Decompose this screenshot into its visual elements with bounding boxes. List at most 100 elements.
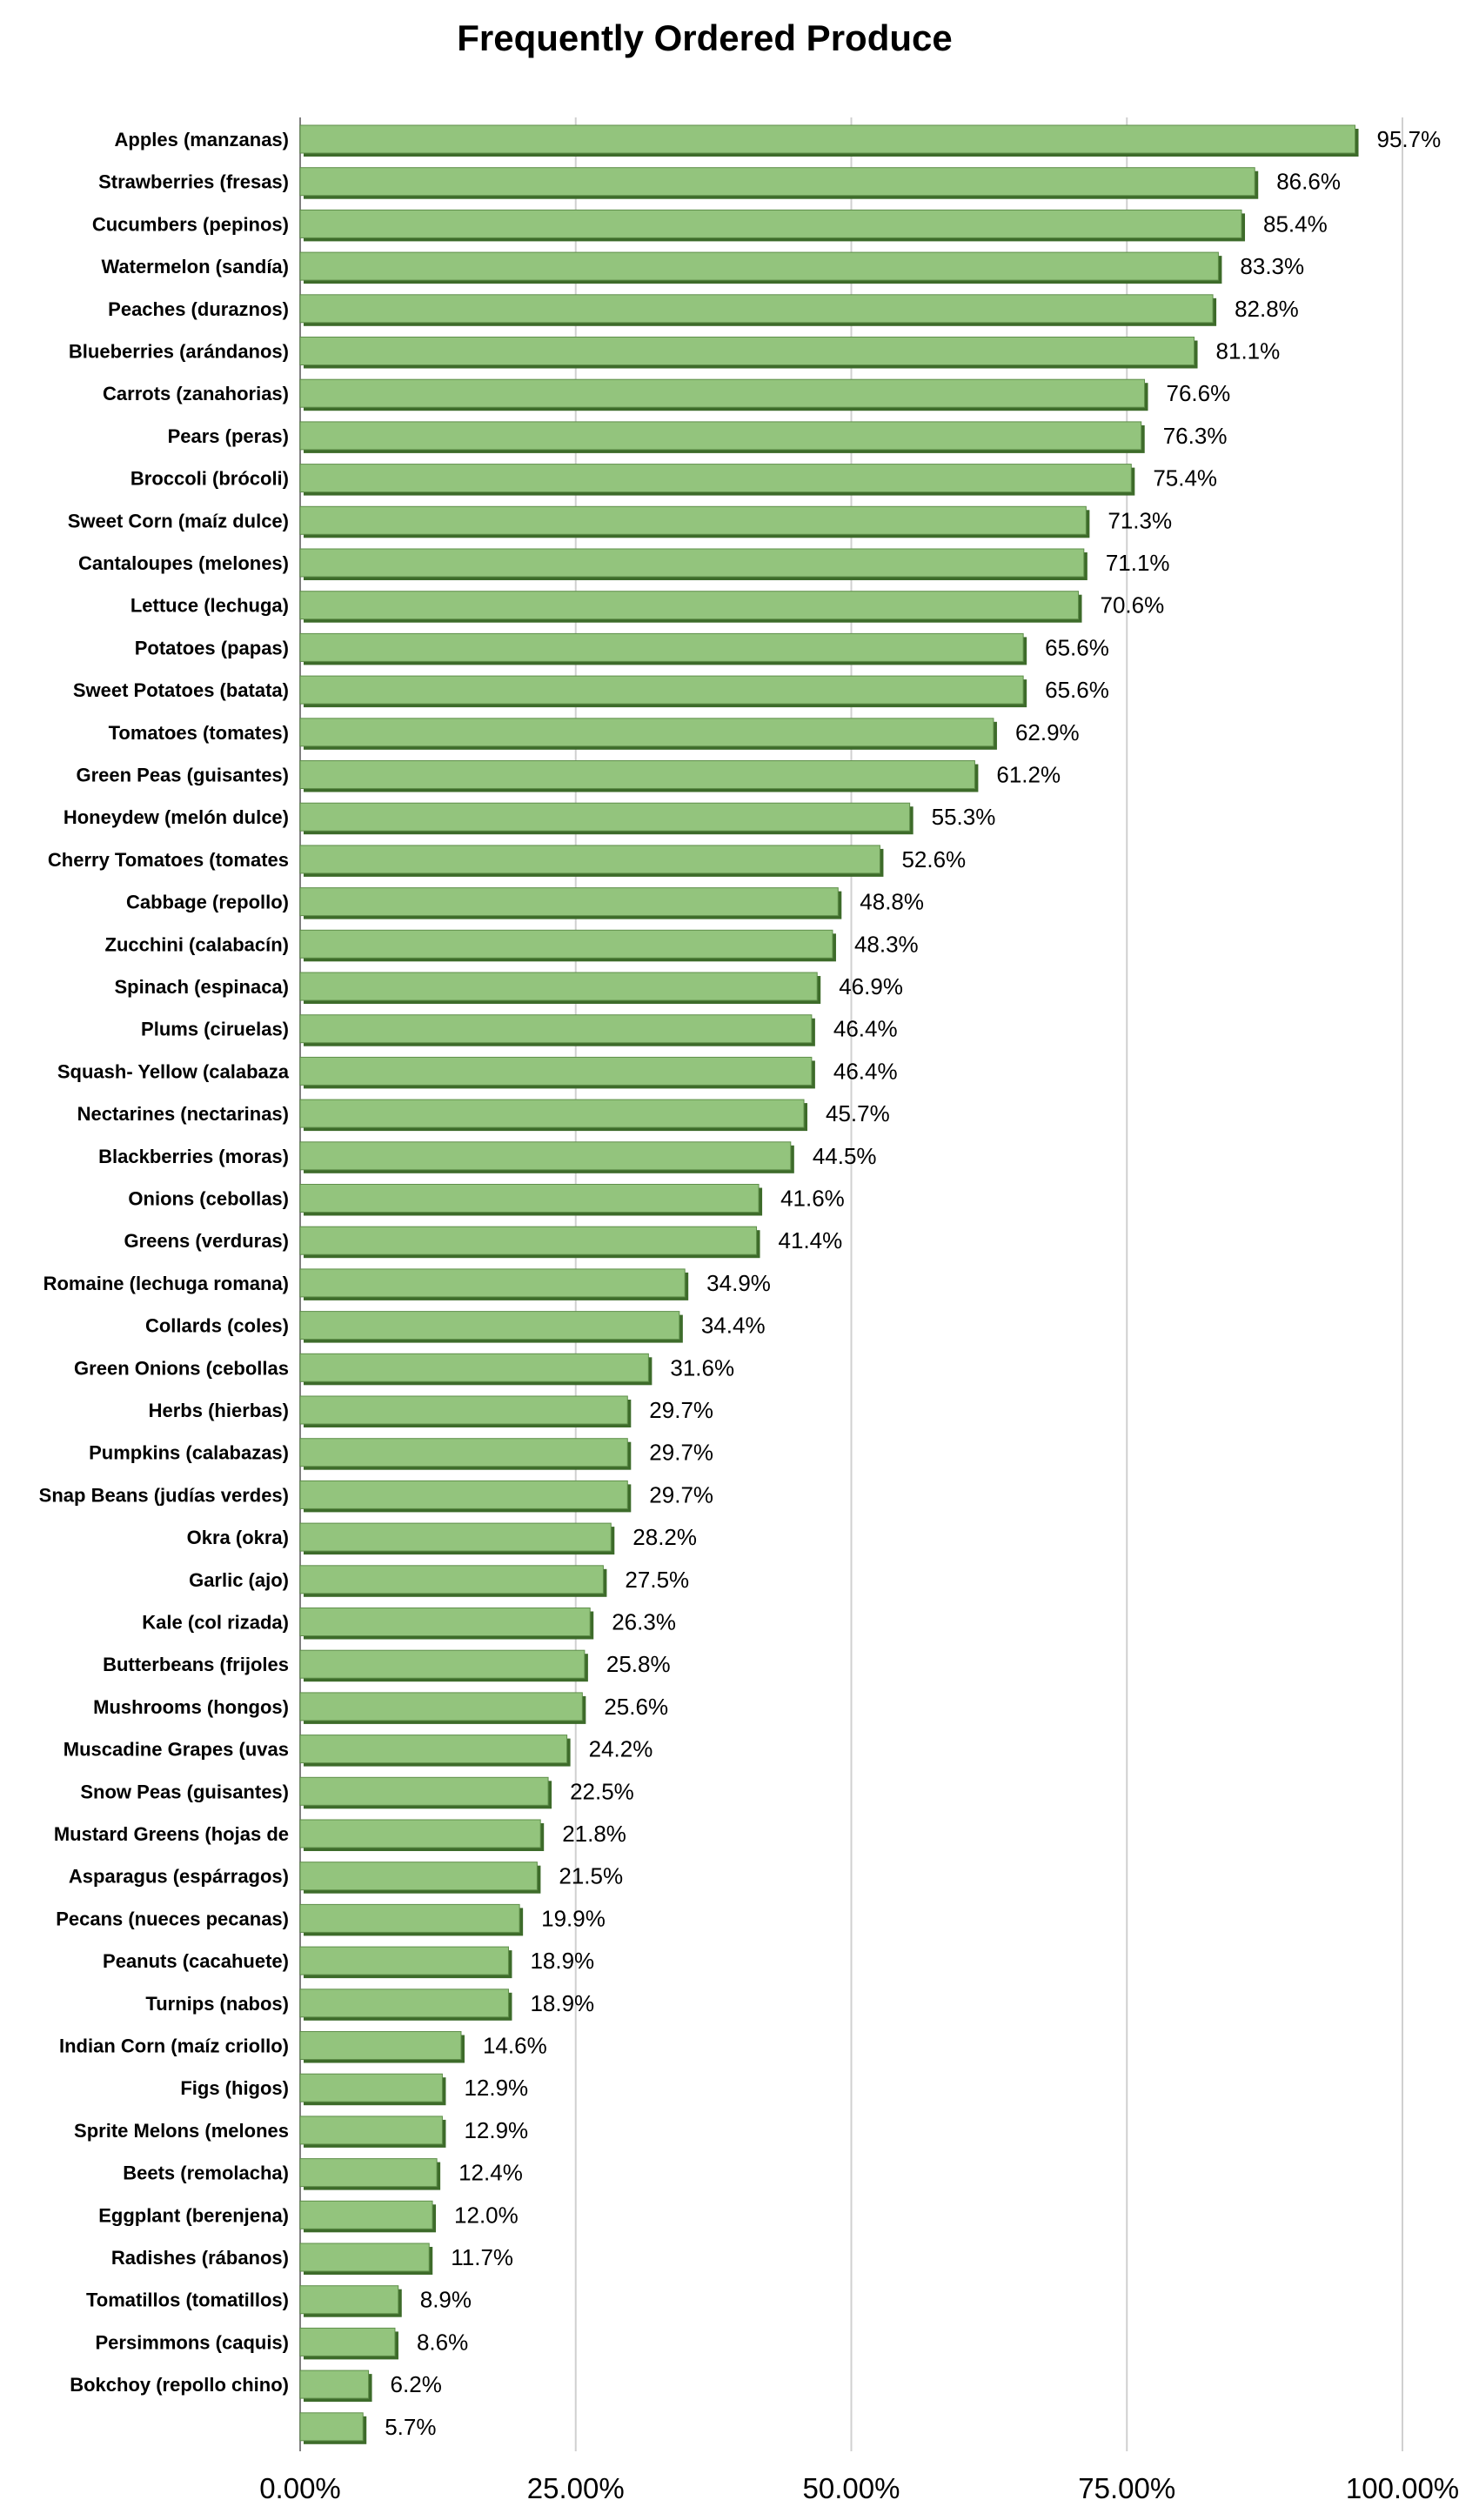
bar bbox=[299, 1608, 591, 1636]
bar bbox=[299, 1735, 568, 1764]
value-label: 48.8% bbox=[860, 889, 924, 915]
category-label: Spinach (espinaca) bbox=[114, 976, 289, 998]
category-label: Radishes (rábanos) bbox=[111, 2247, 289, 2269]
bar bbox=[299, 632, 1024, 662]
value-label: 55.3% bbox=[932, 804, 996, 830]
value-label: 41.4% bbox=[779, 1227, 843, 1253]
bar bbox=[299, 1184, 760, 1213]
category-label: Butterbeans (frijoles bbox=[103, 1654, 289, 1675]
category-label: Asparagus (espárragos) bbox=[69, 1866, 289, 1888]
bar bbox=[299, 1438, 628, 1467]
x-tick-label: 100.00% bbox=[1346, 2472, 1459, 2504]
x-axis-ticks: 0.00% 25.00% 50.00% 75.00% 100.00% bbox=[259, 2472, 1459, 2504]
value-label: 71.3% bbox=[1108, 507, 1172, 533]
value-label: 65.6% bbox=[1045, 677, 1109, 703]
value-label: 46.4% bbox=[833, 1058, 898, 1084]
value-label: 18.9% bbox=[530, 1990, 594, 2016]
bar bbox=[299, 2285, 399, 2315]
value-label: 34.9% bbox=[706, 1270, 771, 1296]
category-label: Pumpkins (calabazas) bbox=[89, 1442, 289, 1464]
category-label: Blackberries (moras) bbox=[98, 1146, 289, 1167]
bar bbox=[299, 1099, 805, 1128]
value-label: 48.3% bbox=[854, 931, 919, 957]
bar bbox=[299, 887, 839, 917]
category-label: Romaine (lechuga romana) bbox=[44, 1273, 289, 1294]
category-label: Apples (manzanas) bbox=[115, 129, 290, 150]
bar bbox=[299, 1395, 628, 1425]
bar bbox=[299, 2158, 438, 2188]
bar bbox=[299, 421, 1142, 451]
category-label: Sweet Corn (maíz dulce) bbox=[68, 510, 289, 531]
bar bbox=[299, 1226, 758, 1255]
bar bbox=[299, 2243, 430, 2272]
category-label: Eggplant (berenjena) bbox=[98, 2204, 289, 2226]
category-label: Blueberries (arándanos) bbox=[69, 341, 289, 363]
value-label: 31.6% bbox=[670, 1354, 734, 1380]
x-tick-label: 25.00% bbox=[527, 2472, 625, 2504]
value-label: 8.9% bbox=[420, 2287, 472, 2313]
category-label: Bokchoy (repollo chino) bbox=[70, 2374, 289, 2396]
category-label: Lettuce (lechuga) bbox=[130, 595, 289, 617]
value-label: 12.9% bbox=[464, 2117, 528, 2143]
category-label: Muscadine Grapes (uvas bbox=[64, 1739, 289, 1761]
value-label: 29.7% bbox=[649, 1397, 713, 1423]
value-label: 26.3% bbox=[612, 1609, 676, 1635]
bar bbox=[299, 1268, 686, 1298]
bar bbox=[299, 2370, 370, 2399]
category-label: Nectarines (nectarinas) bbox=[77, 1103, 289, 1125]
value-label: 65.6% bbox=[1045, 634, 1109, 660]
value-label: 95.7% bbox=[1377, 126, 1442, 152]
category-label: Beets (remolacha) bbox=[123, 2162, 289, 2184]
bar bbox=[299, 251, 1219, 281]
value-label: 86.6% bbox=[1276, 169, 1341, 195]
value-label: 22.5% bbox=[570, 1778, 634, 1804]
bar bbox=[299, 167, 1255, 197]
value-label: 25.8% bbox=[606, 1651, 671, 1677]
value-label: 5.7% bbox=[385, 2414, 436, 2440]
value-label: 14.6% bbox=[483, 2033, 547, 2059]
category-label: Figs (higos) bbox=[180, 2077, 289, 2099]
bar bbox=[299, 1776, 549, 1806]
category-label: Indian Corn (maíz criollo) bbox=[59, 2035, 289, 2057]
x-tick-label: 75.00% bbox=[1078, 2472, 1175, 2504]
bar bbox=[299, 2116, 443, 2145]
bar bbox=[299, 1522, 612, 1552]
value-label: 81.1% bbox=[1216, 338, 1281, 364]
category-label: Garlic (ajo) bbox=[189, 1569, 289, 1591]
category-label: Greens (verduras) bbox=[124, 1230, 289, 1252]
category-label: Okra (okra) bbox=[187, 1527, 289, 1548]
bar bbox=[299, 2031, 462, 2060]
value-label: 8.6% bbox=[417, 2329, 468, 2355]
value-label: 6.2% bbox=[391, 2371, 442, 2397]
bar bbox=[299, 1946, 509, 1975]
bar bbox=[299, 591, 1080, 620]
value-label: 45.7% bbox=[826, 1100, 890, 1126]
category-label: Plums (ciruelas) bbox=[141, 1019, 289, 1040]
value-label: 19.9% bbox=[541, 1905, 606, 1931]
category-label: Green Onions (cebollas bbox=[74, 1357, 289, 1379]
bar bbox=[299, 845, 880, 874]
bar bbox=[299, 1862, 538, 1891]
category-label: Persimmons (caquis) bbox=[95, 2331, 289, 2353]
category-label: Kale (col rizada) bbox=[142, 1612, 289, 1634]
value-label: 21.5% bbox=[559, 1863, 623, 1889]
category-label: Snap Beans (judías verdes) bbox=[39, 1484, 289, 1506]
value-label: 29.7% bbox=[649, 1440, 713, 1466]
value-label: 28.2% bbox=[632, 1524, 697, 1550]
value-label: 62.9% bbox=[1015, 719, 1080, 745]
category-label: Zucchini (calabacín) bbox=[105, 933, 290, 955]
category-label: Strawberries (fresas) bbox=[98, 171, 289, 193]
category-label: Cantaloupes (melones) bbox=[78, 552, 289, 574]
value-label: 11.7% bbox=[451, 2244, 513, 2270]
bar bbox=[299, 505, 1087, 535]
value-label: 52.6% bbox=[901, 846, 966, 872]
bar bbox=[299, 1311, 680, 1340]
bar bbox=[299, 2327, 396, 2356]
value-label: 44.5% bbox=[813, 1143, 877, 1169]
bar bbox=[299, 209, 1242, 238]
bar bbox=[299, 124, 1356, 154]
value-label: 12.0% bbox=[454, 2202, 519, 2228]
bar bbox=[299, 1819, 541, 1848]
bar bbox=[299, 2073, 443, 2102]
bar bbox=[299, 1480, 628, 1509]
